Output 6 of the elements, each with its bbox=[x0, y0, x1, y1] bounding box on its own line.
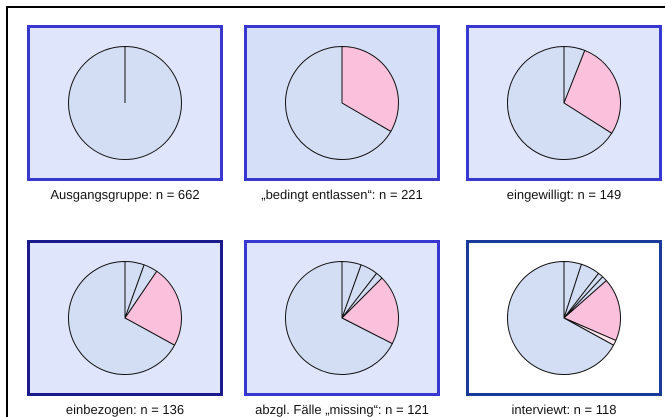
text: abzgl. Fälle „missing“: n = 121 bbox=[254, 402, 430, 417]
text: einbezogen: n = 136 bbox=[64, 402, 186, 417]
text: „bedingt entlassen“: n = 221 bbox=[260, 187, 424, 202]
text: eingewilligt: n = 149 bbox=[506, 187, 622, 202]
text: Ausgangsgruppe: n = 662 bbox=[49, 187, 201, 202]
text: interviewt: n = 118 bbox=[510, 402, 618, 417]
